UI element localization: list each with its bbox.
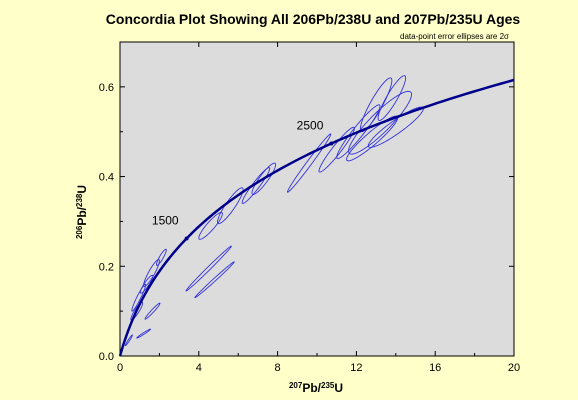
error-ellipse [251, 162, 277, 195]
age-marker [184, 236, 189, 241]
error-ellipse [359, 77, 393, 133]
error-ellipse [185, 245, 232, 292]
x-tick-label: 4 [196, 362, 202, 374]
age-label: 1500 [152, 213, 179, 227]
error-ellipse [139, 274, 154, 294]
y-tick-label: 0.0 [99, 351, 114, 363]
x-tick-label: 16 [429, 362, 441, 374]
y-axis-label: 206Pb/238U [75, 185, 89, 239]
error-ellipse [217, 187, 244, 225]
error-ellipse [144, 302, 161, 320]
error-ellipse [198, 212, 223, 240]
y-tick-label: 0.4 [99, 172, 114, 184]
concordia-curve [118, 78, 515, 357]
error-ellipse [348, 90, 413, 155]
error-ellipse [286, 133, 332, 193]
plot-area [119, 41, 515, 357]
x-axis-label: 207Pb/235U [289, 381, 343, 395]
x-tick-label: 20 [508, 362, 520, 374]
age-marker [329, 141, 334, 146]
x-tick-label: 0 [117, 362, 123, 374]
error-ellipse [143, 259, 160, 287]
error-ellipse [155, 248, 167, 266]
error-ellipse [194, 261, 235, 299]
age-label: 2500 [297, 118, 324, 132]
error-ellipse [318, 126, 355, 173]
error-ellipse [377, 75, 407, 121]
x-tick-label: 12 [350, 362, 362, 374]
error-ellipse [241, 167, 271, 204]
y-tick-label: 0.2 [99, 261, 114, 273]
y-tick-label: 0.6 [99, 82, 114, 94]
chart-subtitle: data-point error ellipses are 2σ [400, 32, 509, 41]
concordia-age-labels: 1500 2500 [152, 118, 334, 241]
error-ellipse [124, 334, 133, 347]
error-ellipses [124, 75, 424, 347]
x-tick-label: 8 [275, 362, 281, 374]
chart-title: Concordia Plot Showing All 206Pb/238U an… [106, 11, 521, 27]
error-ellipse [136, 328, 152, 339]
axis-ticks: 0 4 8 12 16 20 0.0 0.2 0.4 0.6 [99, 42, 520, 374]
